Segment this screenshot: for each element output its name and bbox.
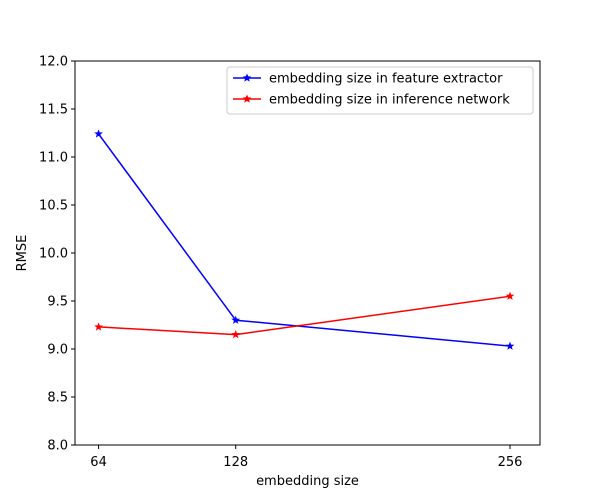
y-axis-label: RMSE — [15, 235, 30, 272]
series-1-point — [231, 330, 241, 339]
y-tick-label: 11.5 — [39, 103, 68, 118]
series-0-point — [94, 129, 103, 138]
y-tick-label: 11.0 — [39, 151, 68, 166]
y-tick-label: 10.0 — [39, 247, 68, 262]
legend: embedding size in feature extractor embe… — [226, 66, 534, 115]
y-axis-ticks: 8.0 8.5 9.0 9.5 10.0 10.5 11.0 11.5 12.0 — [39, 55, 75, 454]
legend-box — [226, 66, 534, 115]
x-tick-label: 256 — [498, 455, 523, 470]
x-axis-ticks: 64 128 256 — [90, 445, 522, 470]
series-0-point — [505, 341, 515, 350]
series-1-point — [94, 322, 103, 331]
x-tick-label: 128 — [223, 455, 248, 470]
plot-frame — [74, 60, 541, 446]
y-tick-label: 9.5 — [47, 295, 68, 310]
y-tick-label: 8.0 — [47, 439, 68, 454]
legend-marker-feature-extractor — [242, 73, 252, 82]
legend-marker-inference-network — [242, 94, 252, 103]
y-tick-label: 12.0 — [39, 55, 68, 70]
series-1-point — [505, 291, 515, 300]
y-tick-label: 8.5 — [47, 391, 68, 406]
y-tick-label: 9.0 — [47, 343, 68, 358]
series-layer — [94, 129, 515, 350]
x-axis-label: embedding size — [256, 474, 359, 489]
series-0-point — [231, 315, 241, 324]
x-tick-label: 64 — [90, 455, 107, 470]
legend-label-feature-extractor: embedding size in feature extractor — [269, 72, 503, 87]
y-tick-label: 10.5 — [39, 199, 68, 214]
legend-label-inference-network: embedding size in inference network — [269, 93, 510, 108]
